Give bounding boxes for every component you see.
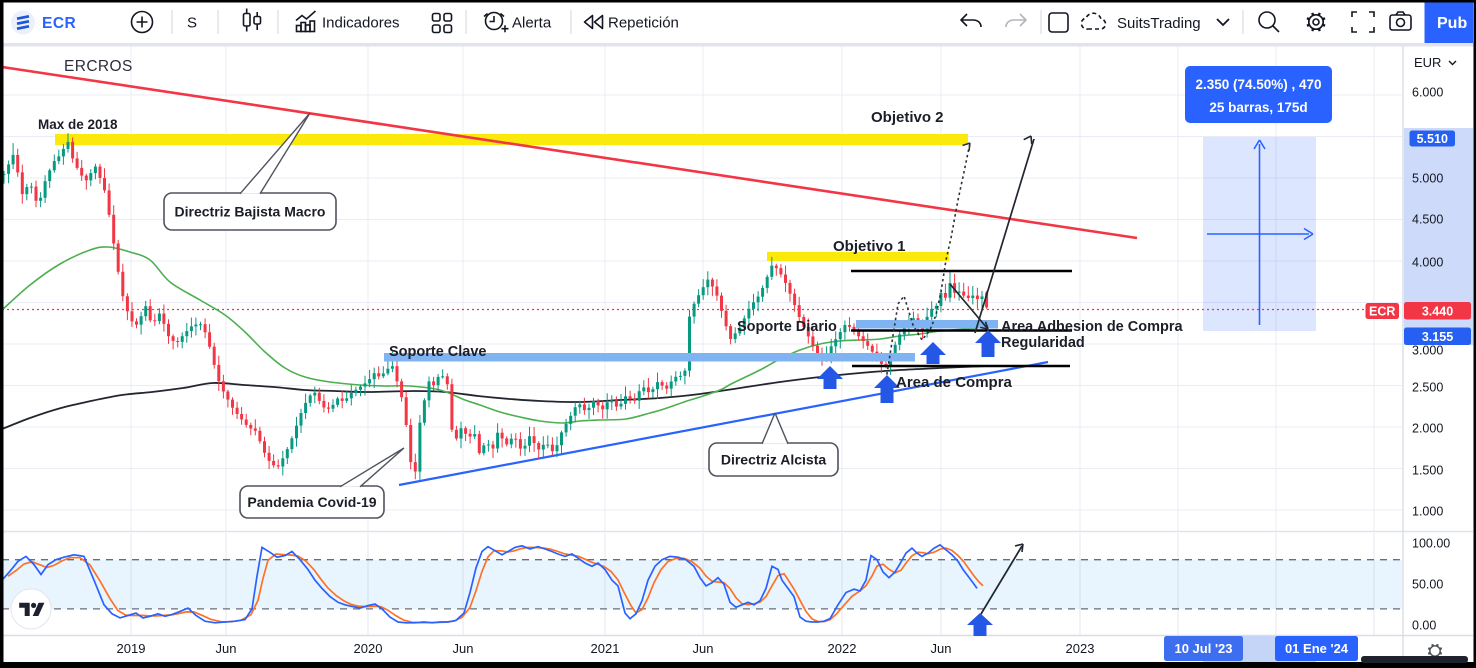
svg-text:25 barras, 175d: 25 barras, 175d bbox=[1209, 100, 1307, 115]
svg-text:Area de Compra: Area de Compra bbox=[896, 374, 1013, 391]
svg-text:50.00: 50.00 bbox=[1412, 578, 1443, 592]
svg-text:S: S bbox=[187, 15, 197, 32]
svg-text:3.000: 3.000 bbox=[1412, 344, 1443, 358]
svg-text:ECR: ECR bbox=[1369, 305, 1395, 319]
svg-text:Soporte Diario: Soporte Diario bbox=[737, 319, 837, 335]
svg-text:2020: 2020 bbox=[354, 641, 383, 656]
svg-text:Pandemia Covid-19: Pandemia Covid-19 bbox=[247, 494, 376, 510]
svg-text:10 Jul '23: 10 Jul '23 bbox=[1174, 641, 1232, 656]
svg-text:2019: 2019 bbox=[117, 641, 146, 656]
svg-text:2023: 2023 bbox=[1066, 641, 1095, 656]
svg-text:2.500: 2.500 bbox=[1412, 381, 1443, 395]
svg-text:Directriz Bajista Macro: Directriz Bajista Macro bbox=[175, 204, 326, 220]
svg-text:6.000: 6.000 bbox=[1412, 86, 1443, 100]
svg-text:5.000: 5.000 bbox=[1412, 172, 1443, 186]
svg-text:100.00: 100.00 bbox=[1412, 537, 1450, 551]
svg-text:Area Adhesion de Compra: Area Adhesion de Compra bbox=[1001, 319, 1183, 335]
svg-text:ERCROS: ERCROS bbox=[64, 58, 133, 75]
svg-text:1.500: 1.500 bbox=[1412, 464, 1443, 478]
svg-text:Jun: Jun bbox=[931, 641, 952, 656]
svg-text:Soporte Clave: Soporte Clave bbox=[389, 344, 487, 360]
svg-text:Directriz Alcista: Directriz Alcista bbox=[721, 452, 827, 468]
svg-text:Pub: Pub bbox=[1437, 15, 1467, 32]
svg-text:Repetición: Repetición bbox=[608, 15, 679, 32]
svg-text:Objetivo 2: Objetivo 2 bbox=[871, 109, 944, 126]
svg-text:0.00: 0.00 bbox=[1412, 619, 1436, 633]
svg-text:SuitsTrading: SuitsTrading bbox=[1117, 15, 1201, 32]
svg-text:01 Ene '24: 01 Ene '24 bbox=[1285, 641, 1349, 656]
svg-text:Indicadores: Indicadores bbox=[322, 15, 400, 32]
svg-text:Jun: Jun bbox=[453, 641, 474, 656]
svg-text:ECR: ECR bbox=[42, 15, 76, 32]
svg-text:EUR: EUR bbox=[1414, 55, 1441, 70]
svg-text:Objetivo 1: Objetivo 1 bbox=[833, 238, 906, 255]
svg-text:2022: 2022 bbox=[828, 641, 857, 656]
svg-text:Jun: Jun bbox=[216, 641, 237, 656]
svg-text:Regularidad: Regularidad bbox=[1001, 335, 1085, 351]
svg-text:5.510: 5.510 bbox=[1417, 132, 1448, 146]
svg-text:3.155: 3.155 bbox=[1422, 330, 1453, 344]
svg-text:Max de 2018: Max de 2018 bbox=[38, 117, 118, 132]
svg-text:2021: 2021 bbox=[591, 641, 620, 656]
svg-text:4.500: 4.500 bbox=[1412, 213, 1443, 227]
svg-text:3.440: 3.440 bbox=[1422, 304, 1453, 318]
svg-text:2.000: 2.000 bbox=[1412, 422, 1443, 436]
svg-text:4.000: 4.000 bbox=[1412, 256, 1443, 270]
svg-text:Alerta: Alerta bbox=[512, 15, 552, 32]
svg-text:2.350 (74.50%) , 470: 2.350 (74.50%) , 470 bbox=[1195, 77, 1321, 92]
svg-text:1.000: 1.000 bbox=[1412, 505, 1443, 519]
svg-text:Jun: Jun bbox=[693, 641, 714, 656]
